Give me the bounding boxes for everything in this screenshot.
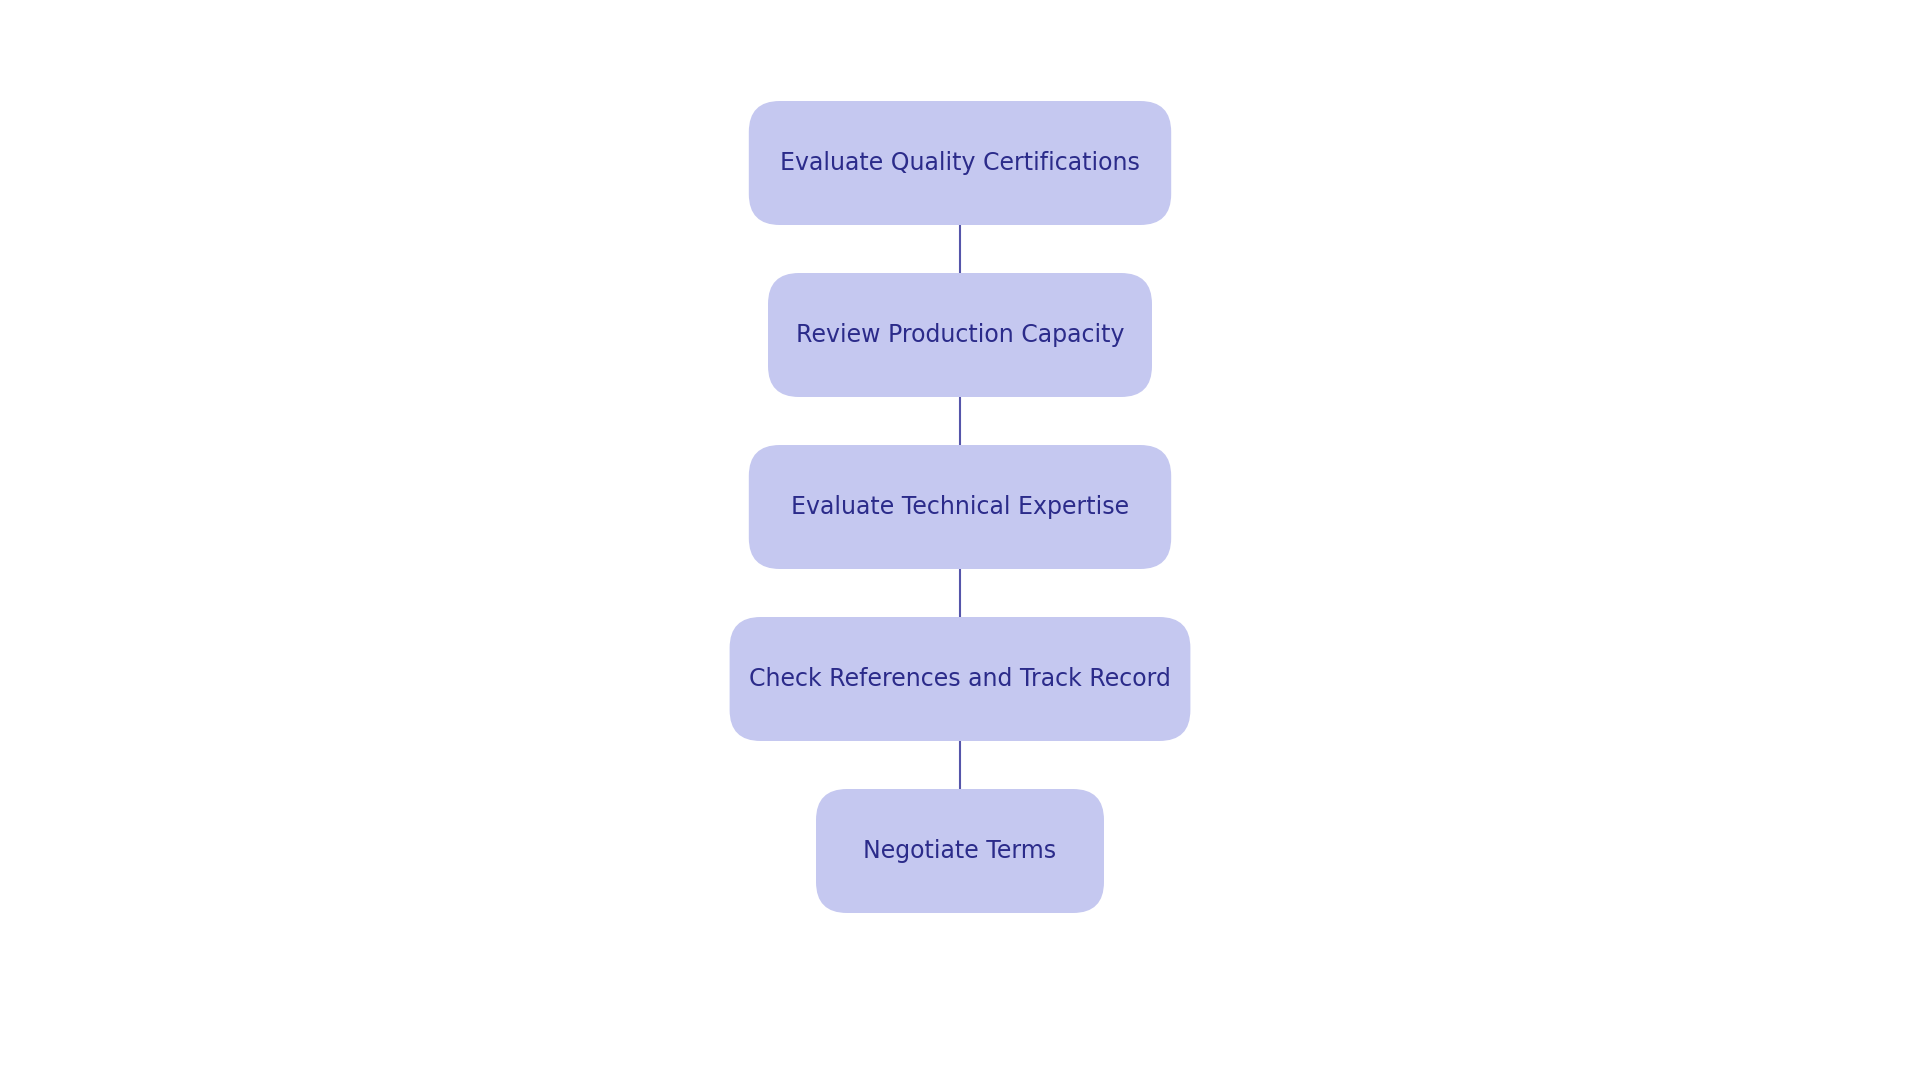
FancyBboxPatch shape xyxy=(749,445,1171,569)
FancyBboxPatch shape xyxy=(749,101,1171,225)
Text: Check References and Track Record: Check References and Track Record xyxy=(749,667,1171,691)
FancyBboxPatch shape xyxy=(730,617,1190,741)
FancyBboxPatch shape xyxy=(816,790,1104,913)
Text: Evaluate Quality Certifications: Evaluate Quality Certifications xyxy=(780,151,1140,175)
Text: Review Production Capacity: Review Production Capacity xyxy=(795,323,1125,347)
Text: Evaluate Technical Expertise: Evaluate Technical Expertise xyxy=(791,495,1129,519)
Text: Negotiate Terms: Negotiate Terms xyxy=(864,839,1056,863)
FancyBboxPatch shape xyxy=(768,273,1152,397)
